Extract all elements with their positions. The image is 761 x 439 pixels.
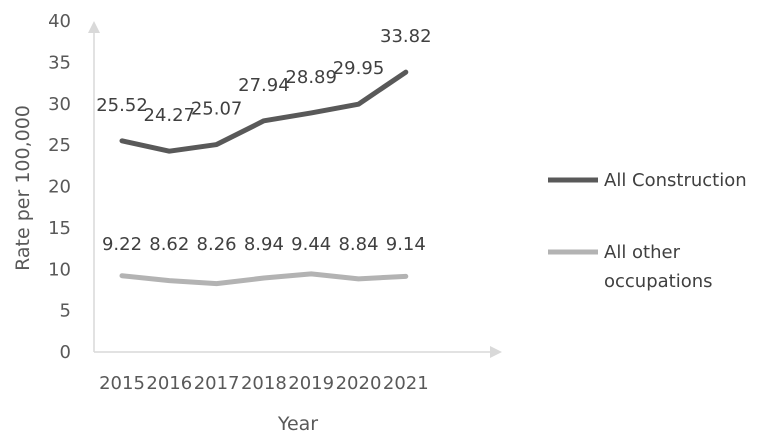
data-label: 27.94: [238, 75, 290, 96]
x-axis-title: Year: [277, 413, 318, 435]
data-label: 29.95: [333, 58, 385, 79]
data-label: 8.94: [244, 234, 284, 255]
x-tick-label: 2016: [146, 373, 192, 394]
x-tick-label: 2017: [194, 373, 240, 394]
y-tick-label: 35: [48, 52, 71, 73]
y-axis-arrow-icon: [88, 21, 100, 33]
data-label: 28.89: [285, 67, 337, 88]
data-label: 33.82: [380, 26, 432, 47]
data-label: 8.26: [197, 234, 237, 255]
y-tick-label: 10: [48, 259, 71, 280]
data-label: 8.84: [338, 234, 378, 255]
x-tick-label: 2020: [336, 373, 382, 394]
x-axis-arrow-icon: [490, 346, 502, 358]
y-tick-label: 25: [48, 135, 71, 156]
x-tick-label: 2018: [241, 373, 287, 394]
legend-label: All other: [604, 242, 681, 263]
legend-label: occupations: [604, 271, 713, 292]
y-tick-label: 5: [60, 301, 71, 322]
y-tick-label: 15: [48, 218, 71, 239]
legend-label: All Construction: [604, 170, 747, 191]
y-tick-label: 30: [48, 94, 71, 115]
data-label: 24.27: [144, 105, 196, 126]
data-label: 9.44: [291, 234, 331, 255]
x-tick-label: 2021: [383, 373, 429, 394]
y-axis-title: Rate per 100,000: [12, 105, 34, 271]
legend: All Construction All other occupations: [548, 170, 747, 292]
data-label: 25.52: [96, 95, 148, 116]
y-tick-label: 40: [48, 11, 71, 32]
data-label: 25.07: [191, 99, 243, 120]
x-tick-label: 2019: [288, 373, 334, 394]
data-label: 9.14: [386, 234, 426, 255]
y-tick-label: 20: [48, 177, 71, 198]
y-tick-label: 0: [60, 342, 71, 363]
data-label: 8.62: [149, 234, 189, 255]
y-axis-ticks: 0 5 10 15 20 25 30 35 40: [48, 11, 71, 363]
data-label: 9.22: [102, 234, 142, 255]
x-tick-label: 2015: [99, 373, 145, 394]
series-line: [122, 274, 406, 284]
